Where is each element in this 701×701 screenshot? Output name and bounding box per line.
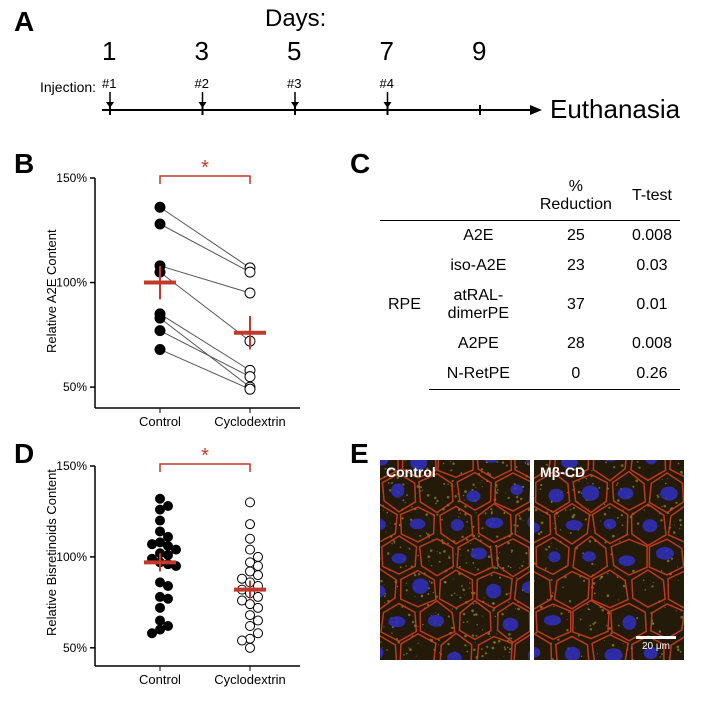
svg-text:50%: 50%	[63, 380, 87, 394]
svg-text:#4: #4	[380, 76, 394, 91]
panel-c-table: % Reduction T-test RPEA2E250.008iso-A2E2…	[380, 172, 680, 390]
panel-b-label: B	[14, 148, 34, 180]
svg-text:150%: 150%	[56, 171, 87, 185]
svg-text:100%: 100%	[56, 550, 87, 564]
micrograph-label-treated: Mβ-CD	[540, 464, 585, 480]
svg-text:Control: Control	[139, 414, 181, 429]
svg-text:Days:: Days:	[265, 5, 326, 32]
svg-text:Cyclodextrin: Cyclodextrin	[214, 414, 286, 429]
scale-text: 20 μm	[642, 641, 670, 652]
micrograph-control: Control	[380, 460, 530, 660]
svg-text:7: 7	[380, 36, 394, 66]
svg-text:*: *	[201, 446, 209, 467]
col-reduction: % Reduction	[528, 172, 624, 221]
svg-text:Relative A2E Content: Relative A2E Content	[44, 229, 59, 353]
panel-a-timeline: Days: 1 3 5 7 9 Injection: #1 #2 #3 #4 Euthanasia	[40, 0, 680, 140]
table-header: % Reduction T-test	[380, 172, 680, 221]
stats-table: % Reduction T-test RPEA2E250.008iso-A2E2…	[380, 172, 680, 390]
svg-text:100%: 100%	[56, 276, 87, 290]
table-row: RPEA2E250.008	[380, 221, 680, 252]
panel-c-label: C	[350, 148, 370, 180]
svg-text:Injection:: Injection:	[40, 79, 96, 95]
panel-a-label: A	[14, 6, 34, 38]
svg-text:#2: #2	[195, 76, 209, 91]
svg-text:150%: 150%	[56, 459, 87, 473]
panel-d-svg: 50% 100% 150%Relative Bisretinoids Content…	[40, 446, 320, 696]
micrograph-label-control: Control	[386, 464, 436, 480]
svg-text:Relative Bisretinoids Content: Relative Bisretinoids Content	[44, 469, 59, 636]
svg-text:1: 1	[102, 36, 116, 66]
tissue-label: RPE	[380, 221, 429, 390]
panel-e-micrographs: Control Mβ-CD 20 μm	[380, 460, 690, 680]
svg-text:3: 3	[195, 36, 209, 66]
timeline-svg: Days: 1 3 5 7 9 Injection: #1 #2 #3 #4 Euthanasia	[40, 0, 680, 140]
svg-text:#1: #1	[102, 76, 116, 91]
panel-d-chart: 50% 100% 150%Relative Bisretinoids Content…	[40, 446, 320, 696]
micrograph-treated: Mβ-CD 20 μm	[534, 460, 684, 660]
scale-bar: 20 μm	[636, 636, 676, 652]
svg-text:Cyclodextrin: Cyclodextrin	[214, 672, 286, 687]
svg-text:#3: #3	[287, 76, 301, 91]
col-ttest: T-test	[624, 172, 680, 221]
svg-text:Euthanasia: Euthanasia	[550, 94, 680, 124]
panel-b-svg: 50% 100% 150% Relative A2E Content Control Cy…	[40, 158, 320, 438]
panel-e-label: E	[350, 438, 369, 470]
panel-b-chart: 50% 100% 150% Relative A2E Content Control Cy…	[40, 158, 320, 438]
svg-text:9: 9	[472, 36, 486, 66]
svg-text:50%: 50%	[63, 641, 87, 655]
svg-text:5: 5	[287, 36, 301, 66]
svg-text:Control: Control	[139, 672, 181, 687]
svg-text:*: *	[201, 158, 209, 179]
panel-d-label: D	[14, 438, 34, 470]
